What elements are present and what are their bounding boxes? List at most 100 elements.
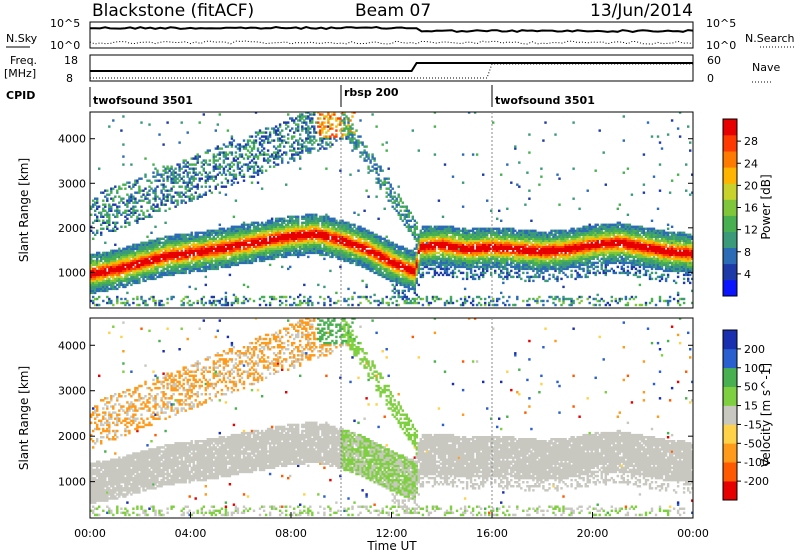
power-cell <box>285 153 288 156</box>
power-cell <box>270 155 274 158</box>
power-cell <box>339 221 342 224</box>
power-cell <box>301 145 304 148</box>
power-cell <box>200 241 204 244</box>
power-cell <box>335 291 338 295</box>
power-cell <box>365 265 368 269</box>
power-cell <box>411 301 415 305</box>
power-cell <box>291 243 294 246</box>
power-cell <box>345 249 348 252</box>
power-cell <box>108 265 111 269</box>
power-cell <box>361 263 364 267</box>
power-cell <box>278 231 282 234</box>
power-cell <box>355 229 358 232</box>
power-cell <box>297 125 300 128</box>
power-cell <box>136 261 139 265</box>
power-cell <box>399 265 402 269</box>
power-cell <box>160 255 163 259</box>
power-cell <box>321 139 324 142</box>
power-cell <box>367 171 370 174</box>
power-cell <box>321 239 324 242</box>
power-cell <box>256 223 260 226</box>
power-cell <box>186 257 189 261</box>
power-cell <box>397 247 400 250</box>
power-cell <box>373 239 376 242</box>
power-cell <box>373 241 376 244</box>
power-cell <box>343 133 346 136</box>
power-cell <box>399 269 402 273</box>
power-cell <box>222 237 226 240</box>
power-cell <box>329 241 332 244</box>
power-cell <box>230 225 234 228</box>
power-cell <box>204 301 208 305</box>
power-cell <box>126 199 129 202</box>
power-cell <box>172 255 175 259</box>
power-cell <box>228 151 232 154</box>
power-cell <box>126 267 129 271</box>
power-cell <box>196 159 199 162</box>
power-cell <box>246 233 250 236</box>
power-cell <box>190 183 193 186</box>
power-cell <box>369 267 372 271</box>
power-cell <box>343 233 346 236</box>
power-cell <box>365 151 368 154</box>
power-cell <box>238 231 242 234</box>
power-cell <box>303 233 306 236</box>
power-cell <box>196 269 199 273</box>
power-cell <box>210 177 214 180</box>
power-cell <box>224 153 228 156</box>
power-cell <box>431 261 435 265</box>
power-cell <box>357 233 360 236</box>
power-cell <box>144 257 147 261</box>
power-cell <box>246 251 250 255</box>
power-cell <box>262 255 266 259</box>
power-cell <box>397 265 400 269</box>
power-cell <box>264 235 268 238</box>
power-cell <box>224 239 228 242</box>
power-cell <box>431 253 435 257</box>
power-cell <box>375 237 378 240</box>
power-cell <box>184 201 187 204</box>
power-cell <box>377 269 380 273</box>
power-cell <box>174 251 177 255</box>
power-cell <box>359 141 362 144</box>
power-cell <box>401 245 405 248</box>
power-cell <box>383 181 386 184</box>
power-cell <box>297 245 300 248</box>
power-cell <box>417 267 421 271</box>
power-cell <box>190 187 193 190</box>
power-cell <box>387 181 390 184</box>
power-cell <box>369 159 372 162</box>
power-cell <box>198 237 201 240</box>
power-cell <box>289 295 292 299</box>
power-cell <box>357 235 360 238</box>
power-cell <box>258 223 262 226</box>
power-cell <box>313 233 316 236</box>
power-cell <box>379 165 382 168</box>
power-cell <box>186 183 189 186</box>
power-cell <box>355 257 358 261</box>
power-cell <box>252 157 256 160</box>
power-cell <box>90 265 93 269</box>
power-cell <box>146 257 149 261</box>
power-cell <box>172 257 175 261</box>
power-cell <box>128 265 131 269</box>
power-cell <box>325 247 328 250</box>
power-cell <box>140 247 143 250</box>
power-cell <box>220 257 224 261</box>
power-cell <box>319 227 322 230</box>
power-cell <box>258 237 262 240</box>
power-cell <box>162 261 165 265</box>
power-cell <box>349 245 352 248</box>
power-cell <box>313 131 316 134</box>
power-cell <box>337 221 340 224</box>
power-cell <box>291 119 294 122</box>
power-cell <box>226 247 230 250</box>
power-cell <box>305 112 308 114</box>
power-cell <box>381 299 384 303</box>
power-cell <box>168 269 171 273</box>
power-cell <box>283 253 286 257</box>
power-cell <box>295 303 298 307</box>
power-cell <box>182 271 185 275</box>
power-cell <box>299 155 302 158</box>
power-cell <box>375 243 378 246</box>
